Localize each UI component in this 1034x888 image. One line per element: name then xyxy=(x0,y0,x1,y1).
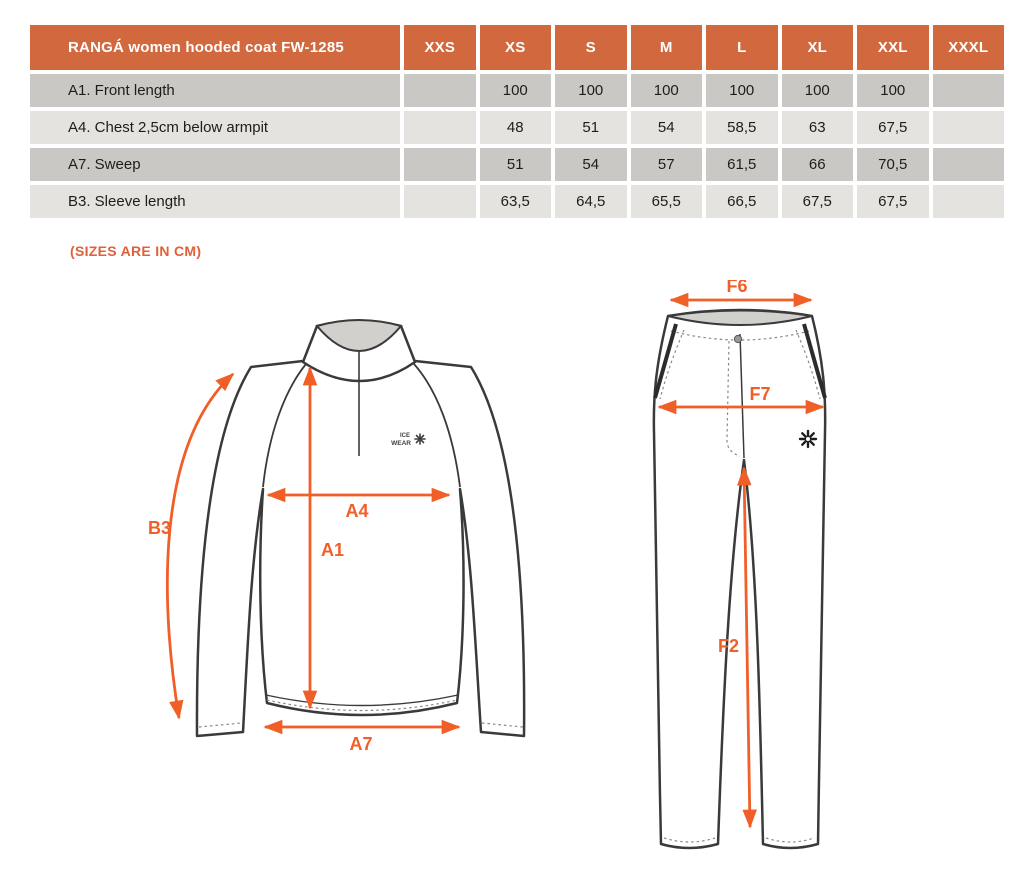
size-table-header-row: RANGÁ women hooded coat FW-1285 XXS XS S M L X… xyxy=(30,25,1004,70)
jacket-collar-inner xyxy=(315,319,403,352)
pants-fly-stitch xyxy=(726,340,741,457)
table-row: A1. Front length 100 100 100 100 100 100 xyxy=(30,74,1004,107)
measurement-label-cell: A1. Front length xyxy=(30,74,400,107)
size-value-cell: 70,5 xyxy=(857,148,929,181)
size-table-body: A1. Front length 100 100 100 100 100 100 A4. Ch… xyxy=(30,74,1004,218)
size-table-head: RANGÁ women hooded coat FW-1285 XXS XS S M L X… xyxy=(30,25,1004,70)
size-value-cell: 48 xyxy=(479,111,551,144)
size-header-xs: XS xyxy=(479,25,551,70)
measurement-label-cell: A4. Chest 2,5cm below armpit xyxy=(30,111,400,144)
product-title-header: RANGÁ women hooded coat FW-1285 xyxy=(30,25,400,70)
dimension-label-a4: A4 xyxy=(345,501,368,521)
size-header-m: M xyxy=(630,25,702,70)
pants-measurement-diagram: F6 F7 F2 xyxy=(652,280,827,850)
size-header-xxs: XXS xyxy=(404,25,476,70)
size-value-cell xyxy=(932,185,1004,218)
size-header-l: L xyxy=(706,25,778,70)
pocket-accent-left xyxy=(653,323,678,399)
size-value-cell: 100 xyxy=(857,74,929,107)
pocket-accent-right xyxy=(802,323,827,399)
jacket-hem-stitch xyxy=(266,699,458,712)
size-value-cell: 58,5 xyxy=(706,111,778,144)
units-note: (SIZES ARE IN CM) xyxy=(70,243,202,259)
dimension-label-a7: A7 xyxy=(349,734,372,754)
table-row: A4. Chest 2,5cm below armpit 48 51 54 58,5 63… xyxy=(30,111,1004,144)
dimension-arrow-f2 xyxy=(737,466,757,829)
icewear-logo: ICE WEAR xyxy=(391,433,426,447)
jacket-measurement-diagram: ICE WEAR B3 A4 A1 A7 xyxy=(148,319,526,754)
size-value-cell: 100 xyxy=(479,74,551,107)
size-value-cell: 61,5 xyxy=(706,148,778,181)
logo-text-line2: WEAR xyxy=(391,440,411,447)
pants-right-hem-stitch xyxy=(765,837,815,843)
size-value-cell xyxy=(932,74,1004,107)
size-value-cell xyxy=(932,111,1004,144)
size-value-cell: 54 xyxy=(555,148,627,181)
jacket-right-cuff-stitch xyxy=(481,722,524,728)
logo-text-line1: ICE xyxy=(400,433,410,439)
size-value-cell: 63,5 xyxy=(479,185,551,218)
size-table: RANGÁ women hooded coat FW-1285 XXS XS S M L X… xyxy=(26,21,1008,222)
size-value-cell xyxy=(404,148,476,181)
size-value-cell: 67,5 xyxy=(857,111,929,144)
size-header-xxl: XXL xyxy=(857,25,929,70)
size-value-cell xyxy=(404,74,476,107)
size-value-cell: 100 xyxy=(555,74,627,107)
size-value-cell: 51 xyxy=(555,111,627,144)
size-value-cell: 100 xyxy=(630,74,702,107)
pants-waistband-inner xyxy=(667,309,813,326)
jacket-hem-band xyxy=(265,694,459,707)
size-value-cell: 67,5 xyxy=(781,185,853,218)
dimension-label-f7: F7 xyxy=(749,384,770,404)
size-header-xxxl: XXXL xyxy=(932,25,1004,70)
logo-snowflake-icon xyxy=(414,433,426,445)
size-header-xl: XL xyxy=(781,25,853,70)
size-value-cell: 66 xyxy=(781,148,853,181)
measurement-label-cell: A7. Sweep xyxy=(30,148,400,181)
size-value-cell: 100 xyxy=(781,74,853,107)
measurement-label-cell: B3. Sleeve length xyxy=(30,185,400,218)
size-value-cell xyxy=(404,111,476,144)
pants-fly-seam xyxy=(739,333,745,459)
size-value-cell: 66,5 xyxy=(706,185,778,218)
jacket-body-outline xyxy=(195,359,526,738)
size-value-cell: 67,5 xyxy=(857,185,929,218)
dimension-label-a1: A1 xyxy=(321,540,344,560)
dimension-label-b3: B3 xyxy=(148,518,171,538)
pants-button xyxy=(733,334,743,344)
size-value-cell xyxy=(404,185,476,218)
dimension-label-f6: F6 xyxy=(726,280,747,296)
size-value-cell: 54 xyxy=(630,111,702,144)
size-value-cell: 65,5 xyxy=(630,185,702,218)
jacket-right-raglan-seam xyxy=(413,363,461,488)
size-value-cell: 63 xyxy=(781,111,853,144)
size-value-cell: 64,5 xyxy=(555,185,627,218)
size-value-cell: 57 xyxy=(630,148,702,181)
table-row: A7. Sweep 51 54 57 61,5 66 70,5 xyxy=(30,148,1004,181)
dimension-arrow-b3 xyxy=(165,372,235,720)
pocket-stitch-right xyxy=(795,329,821,400)
table-row: B3. Sleeve length 63,5 64,5 65,5 66,5 67,5 67,… xyxy=(30,185,1004,218)
size-header-s: S xyxy=(555,25,627,70)
dimension-label-f2: F2 xyxy=(718,636,739,656)
jacket-left-raglan-seam xyxy=(262,363,307,488)
pants-snowflake-icon xyxy=(798,429,818,449)
pants-outline xyxy=(652,308,827,850)
pocket-stitch-left xyxy=(659,329,685,400)
size-value-cell: 100 xyxy=(706,74,778,107)
size-value-cell xyxy=(932,148,1004,181)
size-value-cell: 51 xyxy=(479,148,551,181)
jacket-left-cuff-stitch xyxy=(198,722,243,728)
